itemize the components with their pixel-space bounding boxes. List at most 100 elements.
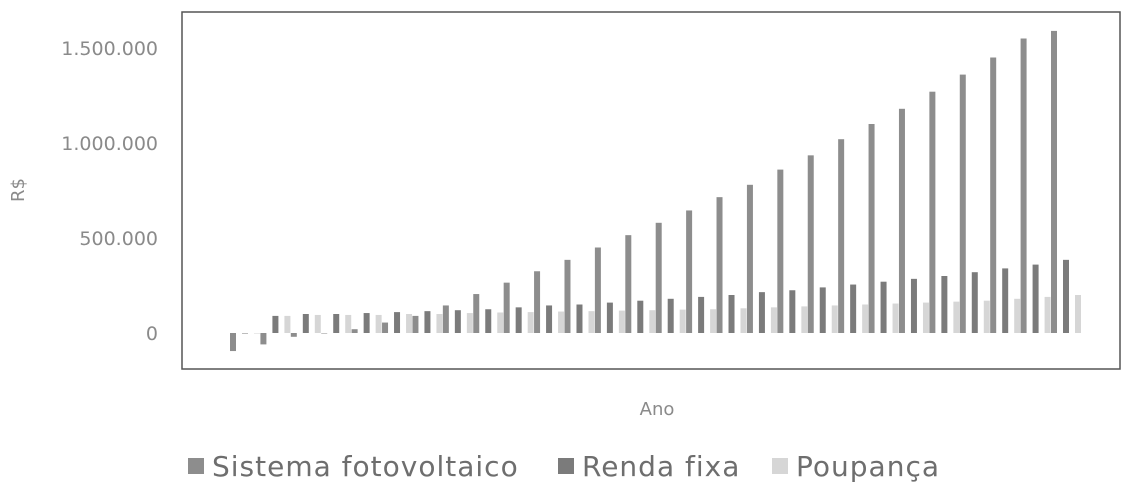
y-tick-label: 0 [146, 323, 158, 345]
bar-sistema-fotovoltaico-8 [442, 305, 449, 333]
bar-renda-fixa-23 [910, 278, 917, 333]
bars-group [230, 30, 1081, 352]
bar-renda-fixa-7 [424, 311, 431, 333]
bar-sistema-fotovoltaico-27 [1020, 38, 1027, 333]
y-tick-label: 1.000.000 [61, 133, 158, 155]
bar-poupan-a-4 [345, 314, 352, 333]
bar-renda-fixa-20 [819, 287, 826, 333]
bar-poupan-a-2 [284, 315, 291, 333]
bar-renda-fixa-5 [363, 313, 370, 333]
bar-poupan-a-7 [436, 314, 443, 333]
bar-poupan-a-11 [558, 311, 565, 333]
bar-poupan-a-19 [801, 306, 808, 333]
bar-poupan-a-16 [710, 309, 717, 333]
bar-renda-fixa-4 [333, 314, 340, 333]
bar-renda-fixa-18 [758, 292, 765, 333]
bar-poupan-a-27 [1044, 296, 1051, 333]
bar-renda-fixa-21 [850, 284, 857, 333]
bar-renda-fixa-6 [394, 312, 401, 333]
bar-sistema-fotovoltaico-16 [686, 210, 693, 333]
bar-poupan-a-22 [892, 303, 899, 333]
bar-renda-fixa-19 [789, 290, 796, 333]
legend-label: Renda fixa [582, 450, 740, 483]
bar-renda-fixa-15 [667, 298, 674, 333]
bar-sistema-fotovoltaico-24 [929, 91, 936, 333]
legend: Sistema fotovoltaico Renda fixa Poupança [188, 450, 940, 483]
bar-sistema-fotovoltaico-13 [594, 247, 601, 333]
bar-sistema-fotovoltaico-18 [746, 184, 753, 333]
bar-sistema-fotovoltaico-28 [1051, 30, 1057, 334]
bar-sistema-fotovoltaico-6 [382, 322, 389, 333]
bar-renda-fixa-26 [1002, 268, 1009, 333]
bar-renda-fixa-17 [728, 295, 735, 333]
bar-poupan-a-18 [770, 307, 777, 333]
bar-renda-fixa-12 [576, 304, 583, 333]
bar-poupan-a-21 [862, 304, 869, 333]
bar-poupan-a-6 [406, 314, 413, 333]
bar-poupan-a-12 [588, 311, 595, 333]
bar-sistema-fotovoltaico-3 [290, 333, 297, 337]
bar-sistema-fotovoltaico-1 [230, 333, 236, 352]
y-axis-ticks: 0 500.000 1.000.000 1.500.000 [61, 38, 158, 345]
bar-sistema-fotovoltaico-9 [473, 294, 480, 333]
bar-poupan-a-26 [1014, 298, 1021, 333]
legend-swatch [558, 458, 574, 474]
bar-renda-fixa-8 [454, 310, 461, 333]
bar-poupan-a-25 [983, 300, 990, 333]
bar-sistema-fotovoltaico-12 [564, 259, 571, 333]
bar-sistema-fotovoltaico-22 [868, 124, 875, 333]
bar-poupan-a-20 [831, 305, 838, 333]
bar-poupan-a-10 [527, 312, 534, 333]
bar-renda-fixa-16 [698, 296, 705, 333]
bar-sistema-fotovoltaico-21 [838, 139, 845, 333]
bar-renda-fixa-28 [1063, 259, 1069, 333]
bar-renda-fixa-3 [302, 314, 309, 333]
bar-sistema-fotovoltaico-17 [716, 197, 723, 333]
legend-swatch [772, 458, 788, 474]
legend-label: Sistema fotovoltaico [212, 450, 519, 483]
plot-area-frame [181, 11, 1121, 370]
bar-poupan-a-24 [953, 301, 960, 333]
bar-renda-fixa-14 [637, 300, 644, 333]
bar-poupan-a-15 [679, 309, 686, 333]
bar-renda-fixa-27 [1032, 264, 1039, 333]
bar-sistema-fotovoltaico-25 [959, 74, 966, 333]
bar-renda-fixa-1 [242, 333, 248, 334]
legend-swatch [188, 458, 204, 474]
bar-sistema-fotovoltaico-15 [655, 222, 662, 333]
y-tick-label: 500.000 [79, 228, 158, 250]
bar-renda-fixa-11 [546, 305, 553, 333]
bar-poupan-a-28 [1075, 295, 1081, 333]
legend-label: Poupança [796, 450, 940, 483]
bar-sistema-fotovoltaico-11 [534, 271, 541, 333]
bar-renda-fixa-24 [941, 276, 948, 333]
bar-renda-fixa-2 [272, 315, 279, 333]
bar-sistema-fotovoltaico-2 [260, 333, 267, 345]
y-axis-label: R$ [8, 178, 29, 202]
bar-poupan-a-9 [497, 312, 504, 333]
bar-sistema-fotovoltaico-14 [625, 235, 632, 333]
bar-sistema-fotovoltaico-5 [351, 329, 358, 333]
bar-sistema-fotovoltaico-4 [321, 333, 328, 334]
bar-poupan-a-23 [922, 302, 929, 333]
bar-sistema-fotovoltaico-7 [412, 315, 419, 333]
bar-renda-fixa-13 [606, 302, 613, 333]
x-axis-label: Ano [640, 399, 675, 420]
bar-poupan-a-14 [649, 310, 656, 333]
bar-sistema-fotovoltaico-20 [807, 155, 814, 333]
bar-poupan-a-1 [254, 333, 260, 334]
bar-poupan-a-13 [618, 310, 625, 333]
bar-sistema-fotovoltaico-23 [898, 108, 905, 333]
bar-renda-fixa-22 [880, 281, 887, 333]
bar-renda-fixa-9 [485, 309, 492, 333]
bar-sistema-fotovoltaico-19 [777, 169, 784, 333]
bar-poupan-a-8 [466, 313, 473, 333]
bar-poupan-a-5 [375, 314, 382, 333]
bar-renda-fixa-25 [971, 272, 978, 333]
y-tick-label: 1.500.000 [61, 38, 158, 60]
bar-sistema-fotovoltaico-26 [990, 57, 997, 333]
bar-sistema-fotovoltaico-10 [503, 282, 510, 333]
bar-poupan-a-17 [740, 308, 747, 333]
